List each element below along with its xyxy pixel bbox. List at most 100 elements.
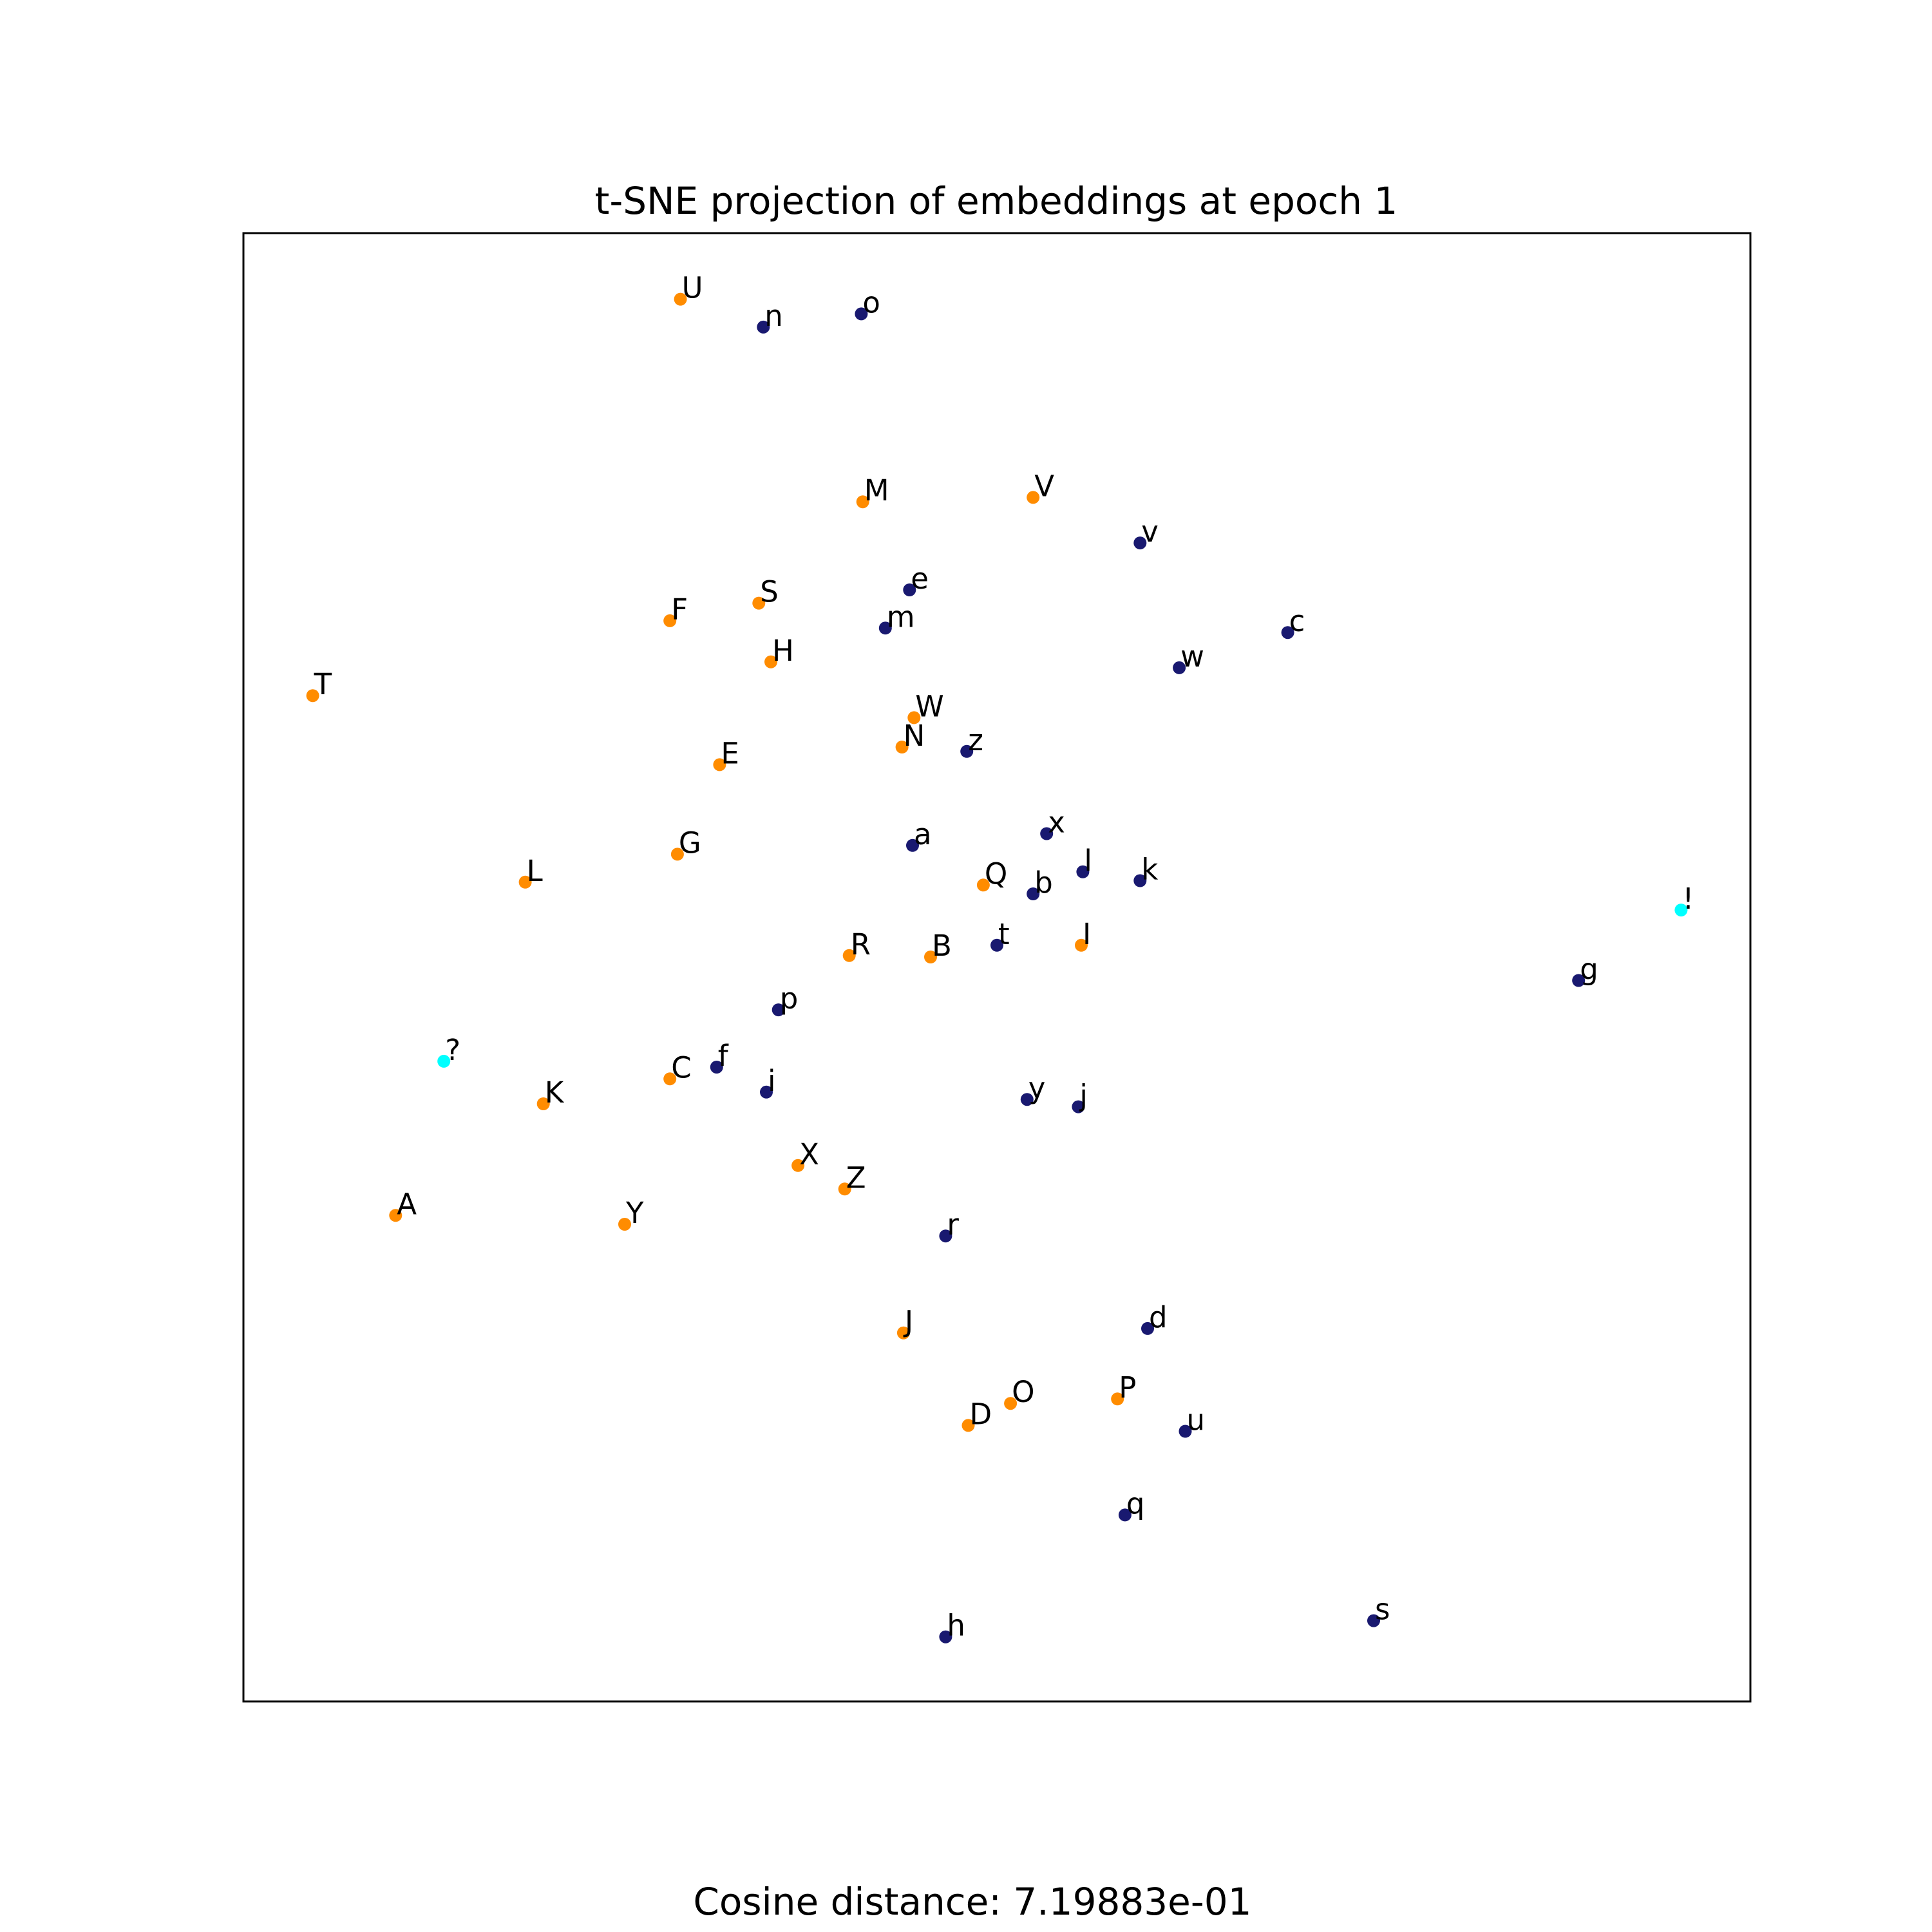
point-label: f — [718, 1039, 729, 1073]
point-label: z — [968, 723, 983, 757]
point-label: a — [914, 817, 932, 851]
scatter-point — [1141, 1321, 1154, 1335]
point-label: v — [1141, 515, 1159, 549]
plot-frame — [242, 232, 1752, 1703]
scatter-point — [896, 1326, 910, 1340]
point-label: n — [764, 299, 783, 333]
scatter-point — [878, 621, 892, 635]
point-label: e — [911, 562, 929, 596]
point-label: E — [721, 736, 739, 770]
point-label: X — [799, 1137, 819, 1171]
scatter-point — [1367, 1614, 1380, 1627]
point-label: q — [1126, 1486, 1145, 1520]
point-label: Z — [846, 1160, 866, 1195]
scatter-point — [855, 307, 868, 321]
scatter-point — [924, 951, 937, 963]
scatter-point — [856, 495, 869, 509]
point-label: y — [1028, 1071, 1046, 1105]
point-label: ? — [445, 1033, 460, 1067]
scatter-point — [1111, 1392, 1124, 1406]
scatter-point — [990, 938, 1003, 952]
scatter-point — [939, 1229, 952, 1243]
point-label: G — [679, 826, 701, 860]
scatter-point — [760, 1085, 773, 1099]
scatter-point — [663, 614, 677, 627]
point-label: R — [851, 927, 871, 961]
point-label: D — [970, 1397, 992, 1431]
chart-title: t-SNE projection of embeddings at epoch … — [595, 179, 1398, 223]
point-label: J — [903, 1305, 913, 1339]
scatter-point — [960, 744, 974, 758]
scatter-point — [389, 1209, 402, 1222]
point-label: B — [932, 929, 952, 963]
point-label: Q — [985, 857, 1007, 891]
point-label: I — [1083, 917, 1091, 951]
point-label: u — [1187, 1403, 1206, 1437]
point-label: i — [768, 1064, 776, 1098]
scatter-point — [1027, 887, 1040, 900]
scatter-point — [1020, 1093, 1034, 1106]
scatter-point — [713, 758, 726, 772]
point-label: ! — [1682, 882, 1694, 916]
point-label: l — [1084, 844, 1092, 878]
scatter-point — [1173, 661, 1186, 674]
scatter-point — [842, 949, 856, 962]
point-label: F — [671, 592, 688, 627]
scatter-point — [1072, 1100, 1085, 1113]
point-label: c — [1289, 604, 1305, 638]
point-label: Y — [625, 1196, 644, 1230]
scatter-points: Un o M Vv e S F m c H w T WN z Ex a Gl L k Q b ! t I R Bg p? fC i K y j… — [306, 271, 1694, 1643]
point-label: w — [1180, 639, 1204, 674]
scatter-point — [1133, 874, 1147, 887]
point-label: m — [887, 600, 915, 634]
scatter-point — [1133, 536, 1147, 550]
point-label: M — [864, 473, 889, 507]
point-label: O — [1012, 1375, 1034, 1409]
point-label: x — [1048, 806, 1065, 840]
scatter-point — [1040, 827, 1054, 840]
point-label: s — [1375, 1593, 1390, 1627]
point-label: p — [780, 981, 799, 1016]
point-label: U — [682, 271, 703, 305]
scatter-point — [838, 1182, 851, 1196]
point-label: P — [1119, 1370, 1136, 1405]
scatter-point — [674, 292, 687, 306]
scatter-point — [536, 1097, 550, 1110]
scatter-point — [752, 596, 766, 610]
point-label: C — [671, 1050, 691, 1084]
scatter-point — [663, 1072, 677, 1086]
point-label: g — [1580, 952, 1598, 987]
point-label: k — [1141, 853, 1158, 887]
scatter-point — [1179, 1425, 1192, 1438]
scatter-point — [710, 1061, 723, 1074]
scatter-point — [895, 741, 909, 753]
scatter-point — [903, 583, 916, 596]
scatter-point — [306, 689, 319, 703]
point-label: A — [397, 1187, 417, 1221]
point-label: S — [760, 575, 779, 609]
scatter-point — [518, 875, 532, 889]
scatter-point — [1027, 491, 1040, 504]
scatter-point — [1118, 1508, 1132, 1522]
scatter-point — [757, 320, 770, 334]
point-label: t — [998, 917, 1010, 951]
scatter-point — [1674, 904, 1688, 917]
point-label: j — [1079, 1079, 1088, 1113]
scatter-point — [961, 1419, 975, 1432]
point-label: b — [1034, 866, 1053, 900]
cosine-distance-caption: Cosine distance: 7.19883e-01 — [693, 1880, 1251, 1924]
scatter-point — [670, 848, 684, 861]
scatter-point — [907, 711, 921, 724]
scatter-point — [1004, 1397, 1018, 1410]
scatter-point — [618, 1218, 631, 1231]
point-label: d — [1149, 1300, 1168, 1334]
point-label: r — [947, 1208, 959, 1242]
point-label: H — [772, 634, 794, 668]
scatter-point — [939, 1630, 952, 1643]
scatter-point — [906, 838, 919, 852]
point-label: T — [314, 667, 332, 701]
scatter-point — [764, 655, 777, 668]
point-label: K — [545, 1075, 565, 1110]
scatter-point — [976, 878, 990, 892]
